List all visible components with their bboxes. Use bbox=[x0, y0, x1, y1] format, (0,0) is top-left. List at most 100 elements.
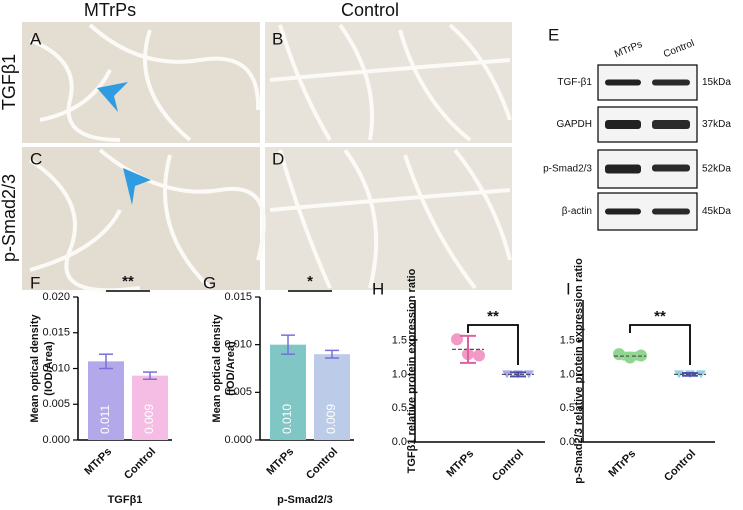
size-label: 37kDa bbox=[702, 119, 731, 130]
y-tick-label: 0.005 bbox=[224, 386, 252, 398]
arrow bbox=[123, 168, 151, 205]
y-tick-label: 1.5 bbox=[560, 334, 575, 346]
y-tick-label: 0.0 bbox=[392, 436, 407, 448]
y-tick-label: 0.010 bbox=[42, 362, 70, 374]
x-tick-label: MTrPs bbox=[444, 448, 476, 480]
size-label: 45kDa bbox=[702, 206, 731, 217]
significance: ** bbox=[487, 308, 499, 325]
panel-letter: F bbox=[30, 273, 40, 292]
fiber bbox=[269, 148, 512, 290]
row-header: TGFβ1 bbox=[0, 54, 19, 110]
error-bar bbox=[460, 334, 476, 364]
protein-label: p-Smad2/3 bbox=[543, 164, 592, 175]
band bbox=[605, 164, 641, 174]
value-label: 0.009 bbox=[142, 404, 156, 434]
column-header: Control bbox=[341, 0, 399, 20]
band bbox=[652, 120, 690, 129]
western-blot: E MTrPs Control TGF-β1 15kDa GAPDH 37kDa p-S… bbox=[543, 25, 731, 231]
column-header: MTrPs bbox=[84, 0, 136, 20]
size-label: 52kDa bbox=[702, 164, 731, 175]
fiber bbox=[28, 148, 266, 293]
x-tick-label: Control bbox=[304, 446, 340, 482]
y-tick-label: 0.000 bbox=[224, 434, 252, 446]
panel-letter: I bbox=[566, 279, 571, 298]
y-axis-title: Mean optical density bbox=[211, 314, 223, 423]
error-bar bbox=[622, 351, 638, 361]
panel-letter: H bbox=[372, 279, 384, 298]
y-axis-title: p-Smad2/3 relative protein expression ra… bbox=[573, 258, 585, 484]
significance-bracket bbox=[467, 324, 519, 365]
fiber bbox=[29, 23, 261, 142]
bar bbox=[314, 354, 350, 440]
size-label: 15kDa bbox=[702, 77, 731, 88]
row-header: p-Smad2/3 bbox=[0, 174, 19, 262]
value-label: 0.011 bbox=[98, 405, 112, 434]
micrograph bbox=[265, 22, 512, 143]
y-axis-title: (IOD/Area) bbox=[43, 341, 55, 396]
panel-letter: C bbox=[30, 149, 42, 168]
panel-letter: A bbox=[30, 29, 42, 48]
point bbox=[473, 349, 485, 362]
y-tick-label: 0.020 bbox=[42, 291, 70, 303]
panel-letter: G bbox=[203, 273, 216, 292]
lane-label: MTrPs bbox=[613, 39, 644, 60]
micrographs: A B C D MTrPs Control TGFβ1 p-Smad2/3 bbox=[0, 0, 512, 293]
band bbox=[652, 208, 690, 215]
y-tick-label: 0.5 bbox=[392, 402, 407, 414]
error-bar bbox=[682, 372, 698, 377]
band bbox=[652, 164, 690, 172]
error-bar bbox=[281, 334, 295, 355]
panel-letter: D bbox=[272, 149, 284, 168]
error-bar bbox=[510, 371, 526, 378]
x-tick-label: Control bbox=[490, 448, 526, 484]
bar bbox=[270, 344, 306, 440]
lane-label: Control bbox=[662, 38, 696, 60]
y-tick-label: 0.015 bbox=[224, 291, 252, 303]
protein-label: GAPDH bbox=[556, 119, 592, 130]
value-label: 0.010 bbox=[280, 404, 294, 434]
point bbox=[674, 370, 684, 379]
x-axis-title: TGFβ1 bbox=[108, 494, 143, 506]
fiber bbox=[269, 23, 512, 142]
y-axis-title: (IOD/Area) bbox=[225, 341, 237, 396]
x-tick-label: Control bbox=[662, 448, 698, 484]
protein-label: β-actin bbox=[562, 206, 592, 217]
y-tick-label: 0.005 bbox=[42, 398, 70, 410]
x-tick-label: MTrPs bbox=[82, 446, 114, 478]
significance: ** bbox=[654, 308, 666, 325]
significance: * bbox=[307, 273, 313, 290]
error-bar bbox=[99, 353, 113, 370]
x-axis-title: p-Smad2/3 bbox=[277, 494, 333, 506]
x-tick-label: MTrPs bbox=[264, 446, 296, 478]
band bbox=[605, 79, 641, 86]
panel-letter: B bbox=[272, 29, 283, 48]
y-tick-label: 1.0 bbox=[392, 368, 407, 380]
arrow bbox=[97, 82, 128, 112]
significance-bracket bbox=[629, 324, 691, 365]
y-tick-label: 1.0 bbox=[560, 368, 575, 380]
x-tick-label: MTrPs bbox=[606, 448, 638, 480]
y-axis-title: TGFβ1 relative protein expression ratio bbox=[406, 268, 418, 473]
micrograph bbox=[22, 22, 260, 143]
y-tick-label: 0.010 bbox=[224, 339, 252, 351]
point bbox=[502, 370, 512, 379]
band bbox=[652, 79, 690, 86]
y-tick-label: 0.000 bbox=[42, 434, 70, 446]
x-tick-label: Control bbox=[122, 446, 158, 482]
micrograph bbox=[22, 147, 260, 290]
y-tick-label: 0.5 bbox=[560, 402, 575, 414]
bar bbox=[88, 361, 124, 440]
significance: ** bbox=[122, 273, 134, 290]
band bbox=[605, 208, 641, 215]
error-bar bbox=[325, 349, 339, 359]
bar bbox=[132, 375, 168, 440]
band bbox=[605, 120, 641, 129]
error-bar bbox=[143, 371, 157, 380]
point bbox=[613, 348, 625, 361]
y-tick-label: 1.5 bbox=[392, 334, 407, 346]
panel-letter: E bbox=[548, 25, 559, 44]
protein-label: TGF-β1 bbox=[557, 77, 592, 88]
y-tick-label: 0.015 bbox=[42, 327, 70, 339]
